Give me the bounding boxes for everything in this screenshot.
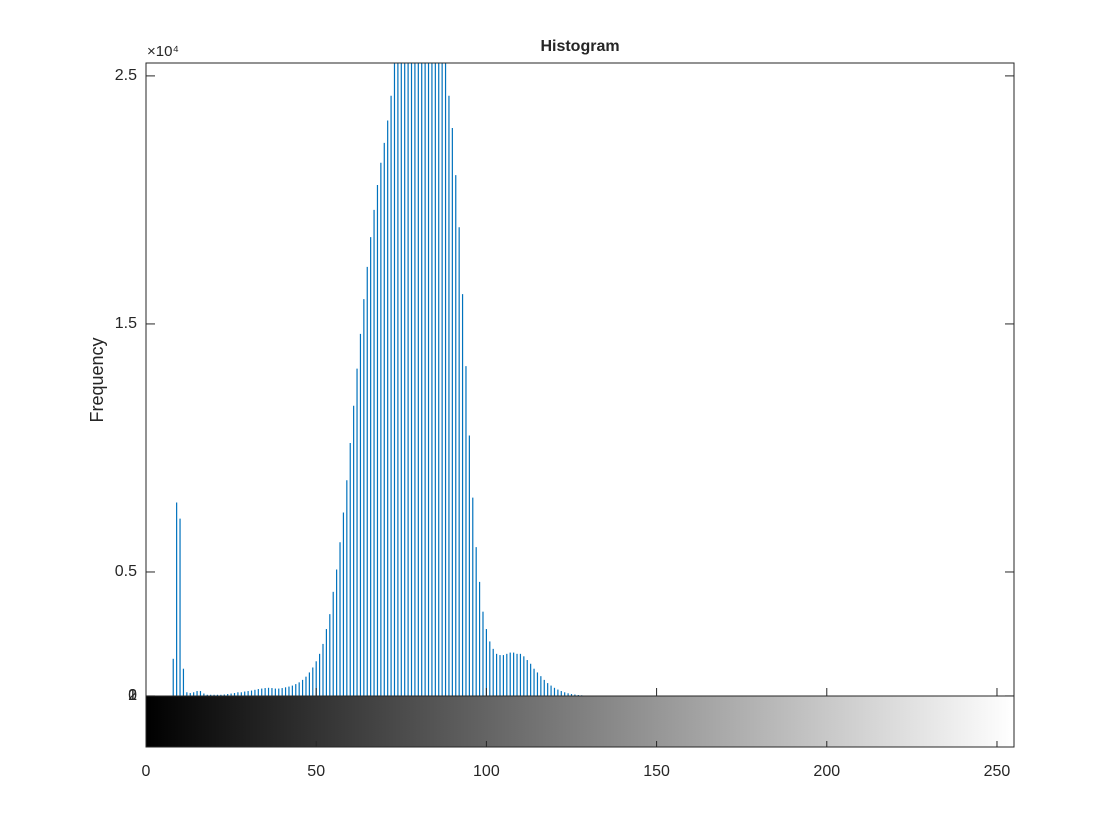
x-tick-label: 50 (307, 763, 325, 780)
y-axis-label: Frequency (87, 337, 107, 422)
y-exponent: ×10⁴ (147, 43, 179, 60)
colorbar (145, 695, 1015, 748)
axes-box (145, 62, 1015, 697)
y-tick-label: 2.5 (115, 67, 137, 84)
x-tick-label: 200 (813, 763, 840, 780)
y-tick-label: 2 (128, 687, 137, 704)
x-tick-label: 150 (643, 763, 670, 780)
x-tick-label: 100 (473, 763, 500, 780)
y-tick-label: 1 (128, 687, 137, 704)
y-tick-label: 1.5 (115, 315, 137, 332)
x-tick-label: 250 (984, 763, 1011, 780)
stems (172, 63, 590, 696)
y-tick-label: 0 (128, 687, 137, 704)
x-tick-label: 0 (142, 763, 151, 780)
chart-title: Histogram (540, 38, 619, 55)
y-tick-label: 0.5 (115, 563, 137, 580)
